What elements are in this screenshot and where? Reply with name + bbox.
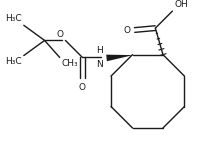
Text: O: O xyxy=(123,25,130,35)
Text: O: O xyxy=(79,83,85,92)
Text: CH₃: CH₃ xyxy=(61,59,78,68)
Text: H₃C: H₃C xyxy=(5,58,22,66)
Text: N: N xyxy=(96,60,103,69)
Text: H: H xyxy=(96,46,103,55)
Text: H₃C: H₃C xyxy=(5,14,22,23)
Text: O: O xyxy=(56,30,63,39)
Text: OH: OH xyxy=(173,0,187,9)
